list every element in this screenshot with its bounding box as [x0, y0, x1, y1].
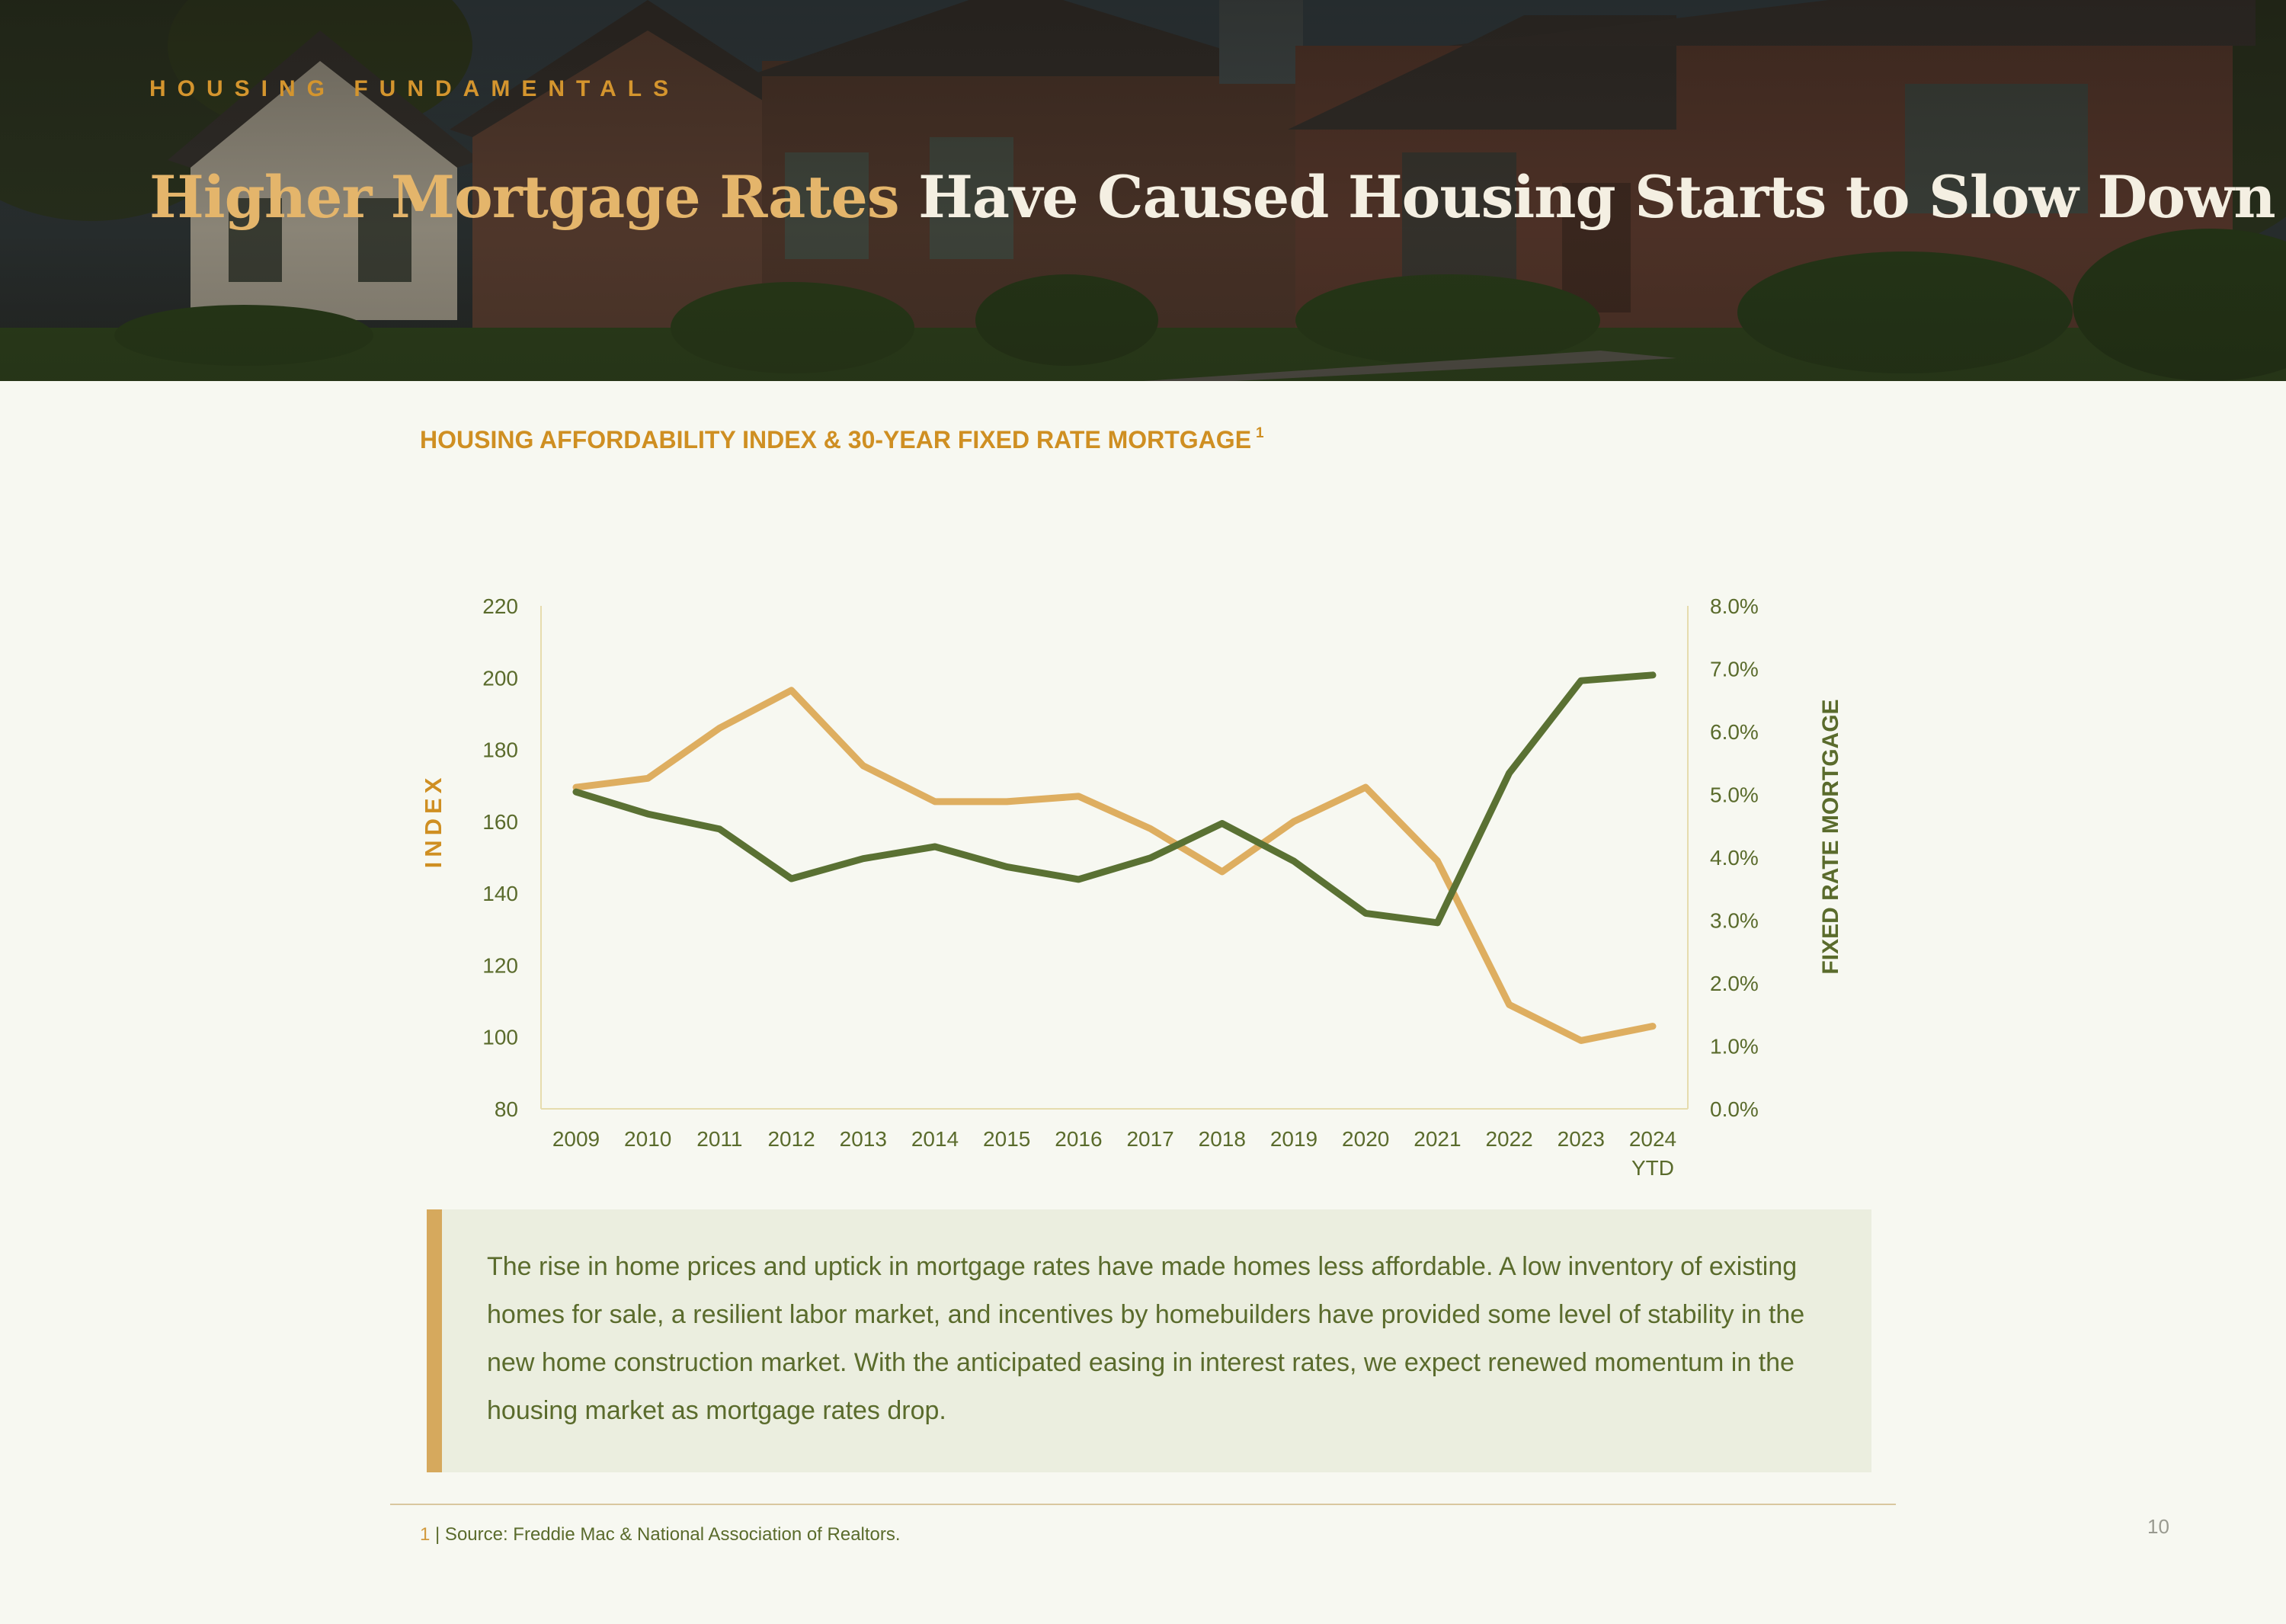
- y-tick-label-right: 4.0%: [1710, 846, 1759, 870]
- footer-divider: [390, 1504, 1896, 1505]
- y-axis-title-right: FIXED RATE MORTGAGE: [1818, 699, 1843, 974]
- y-tick-label-left: 140: [482, 882, 518, 905]
- x-tick-label: 2022: [1485, 1127, 1532, 1151]
- footnote-number: 1: [420, 1524, 431, 1545]
- page-title: Higher Mortgage Rates Have Caused Housin…: [149, 163, 2276, 231]
- x-tick-label: 2017: [1126, 1127, 1173, 1151]
- y-tick-label-right: 8.0%: [1710, 594, 1759, 618]
- x-tick-label: 2021: [1414, 1127, 1461, 1151]
- x-tick-label: 2010: [624, 1127, 671, 1151]
- page-title-accent: Higher Mortgage Rates: [149, 163, 900, 231]
- hero-overlay: [0, 0, 2286, 381]
- y-tick-label-left: 200: [482, 666, 518, 690]
- y-tick-label-right: 3.0%: [1710, 909, 1759, 933]
- x-tick-label: 2015: [983, 1127, 1030, 1151]
- source-footnote: 1 | Source: Freddie Mac & National Assoc…: [420, 1524, 901, 1546]
- x-tick-label: 2019: [1270, 1127, 1317, 1151]
- x-tick-label: 2012: [767, 1127, 815, 1151]
- y-tick-label-left: 220: [482, 594, 518, 618]
- y-tick-label-right: 5.0%: [1710, 783, 1759, 807]
- y-tick-label-right: 7.0%: [1710, 658, 1759, 681]
- y-tick-label-left: 120: [482, 953, 518, 977]
- y-tick-label-left: 100: [482, 1026, 518, 1049]
- x-tick-label: 2018: [1199, 1127, 1246, 1151]
- page-number: 10: [2147, 1515, 2169, 1538]
- y-tick-label-right: 1.0%: [1710, 1035, 1759, 1059]
- x-tick-label: 2009: [552, 1127, 600, 1151]
- x-tick-label: 2016: [1055, 1127, 1102, 1151]
- y-tick-label-right: 6.0%: [1710, 720, 1759, 744]
- page-title-rest: Have Caused Housing Starts to Slow Down: [918, 163, 2276, 231]
- chart-title-text: HOUSING AFFORDABILITY INDEX & 30-YEAR FI…: [420, 426, 1252, 453]
- y-tick-label-left: 180: [482, 738, 518, 762]
- x-tick-label: 2023: [1558, 1127, 1605, 1151]
- y-tick-label-left: 160: [482, 810, 518, 834]
- x-tick-label: 2011: [696, 1127, 742, 1151]
- x-tick-label: 2020: [1342, 1127, 1389, 1151]
- series-line-affordability-index: [572, 687, 1657, 1044]
- commentary-accent-bar: [427, 1209, 442, 1472]
- y-tick-label-left: 80: [495, 1097, 518, 1121]
- section-eyebrow: HOUSING FUNDAMENTALS: [149, 76, 680, 101]
- y-tick-label-right: 2.0%: [1710, 972, 1759, 995]
- x-tick-label: 2013: [840, 1127, 887, 1151]
- chart-title-footnote-ref: 1: [1256, 425, 1264, 441]
- chart-title: HOUSING AFFORDABILITY INDEX & 30-YEAR FI…: [420, 425, 1264, 454]
- series-line-mortgage-rate: [572, 671, 1657, 927]
- y-tick-label-right: 0.0%: [1710, 1097, 1759, 1121]
- x-tick-label: YTD: [1631, 1156, 1674, 1180]
- commentary-text: The rise in home prices and uptick in mo…: [487, 1252, 1805, 1425]
- x-tick-label: 2024: [1629, 1127, 1676, 1151]
- y-axis-title-left: INDEX: [420, 774, 447, 869]
- commentary-box: The rise in home prices and uptick in mo…: [427, 1209, 1871, 1472]
- hero-banner: HOUSING FUNDAMENTALS Higher Mortgage Rat…: [0, 0, 2286, 381]
- footnote-text: | Source: Freddie Mac & National Associa…: [430, 1524, 901, 1545]
- x-tick-label: 2014: [911, 1127, 959, 1151]
